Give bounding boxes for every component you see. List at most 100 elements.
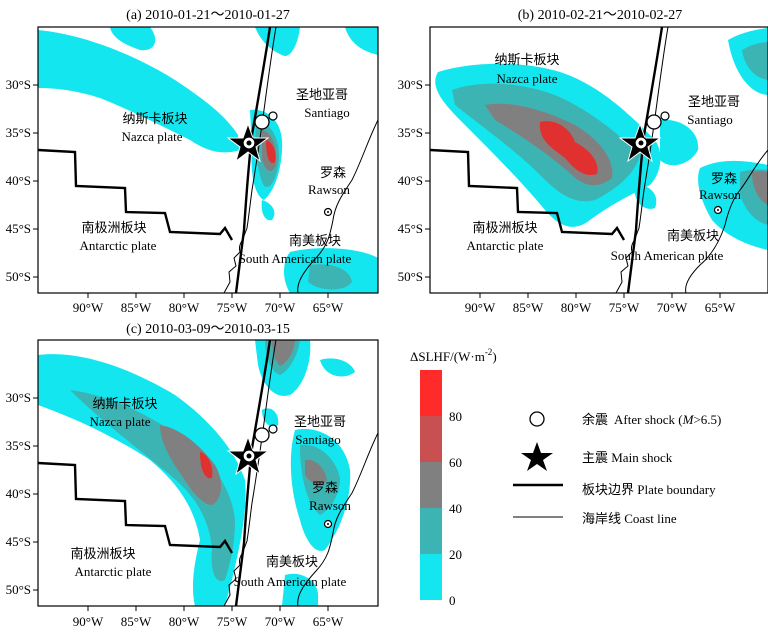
panel-a-lat-ticks: 30°S 35°S 40°S 45°S 50°S xyxy=(6,77,38,284)
lat-tick-label: 45°S xyxy=(6,221,31,236)
santiago-label-cn: 圣地亚哥 xyxy=(296,87,348,102)
santiago-label-en: Santiago xyxy=(687,112,733,127)
coast-line xyxy=(297,119,378,293)
rawson-label-en: Rawson xyxy=(309,498,351,513)
samerica-label-en: South American plate xyxy=(611,248,724,263)
antarctic-label-en: Antarctic plate xyxy=(80,238,157,253)
rawson-label-en: Rawson xyxy=(308,182,350,197)
panel-c-frame xyxy=(37,339,379,607)
colorbar-title-end: ) xyxy=(492,349,496,364)
coast-line xyxy=(223,27,277,293)
after-shock-marker xyxy=(254,114,270,130)
lat-tick-label: 35°S xyxy=(6,438,31,453)
lon-tick-label: 90°W xyxy=(73,300,104,315)
slhf-contour-60-80 xyxy=(200,452,213,479)
panel-c-title: (c) 2010-03-09～2010-03-15 xyxy=(126,322,290,337)
samerica-label-en: South American plate xyxy=(239,251,352,266)
colorbar-tick-label: 40 xyxy=(449,501,462,516)
lat-tick-label: 30°S xyxy=(6,390,31,405)
santiago-label-en: Santiago xyxy=(304,105,350,120)
panel-c-map xyxy=(38,340,378,606)
santiago-label-en: Santiago xyxy=(295,432,341,447)
lon-tick-label: 90°W xyxy=(465,300,496,315)
coast-line xyxy=(223,340,277,606)
antarctic-label-en: Antarctic plate xyxy=(75,564,152,579)
lon-tick-label: 65°W xyxy=(705,300,736,315)
santiago-label-cn: 圣地亚哥 xyxy=(688,94,740,109)
rawson-label-cn: 罗森 xyxy=(320,165,346,180)
nazca-label-cn: 纳斯卡板块 xyxy=(122,111,187,126)
after-shock-marker-dot xyxy=(246,453,252,459)
panel-b-frame xyxy=(429,26,768,294)
lat-tick-label: 40°S xyxy=(6,486,31,501)
slhf-contour-0-20 xyxy=(320,358,355,377)
santiago-marker xyxy=(660,111,670,121)
colorbar-tick-label: 0 xyxy=(449,593,456,608)
coast-line xyxy=(297,432,378,606)
slhf-contour-0-20 xyxy=(660,119,699,166)
lon-tick-label: 75°W xyxy=(217,300,248,315)
samerica-label-cn: 南美板块 xyxy=(667,228,719,243)
slhf-contour-40-60 xyxy=(160,425,222,505)
after-shock-marker xyxy=(254,427,270,443)
samerica-label-cn: 南美板块 xyxy=(289,233,341,248)
after-shock-marker-dot xyxy=(246,140,252,146)
panel-c-lon-ticks: 90°W 85°W 80°W 75°W 70°W 65°W xyxy=(73,606,344,629)
slhf-contour-40-60 xyxy=(305,459,327,485)
nazca-label-en: Nazca plate xyxy=(497,71,558,86)
slhf-contour-0-20 xyxy=(110,27,156,51)
lat-tick-label: 30°S xyxy=(398,77,423,92)
coast-line xyxy=(685,149,768,293)
lon-tick-label: 80°W xyxy=(169,614,200,629)
lon-tick-label: 85°W xyxy=(121,614,152,629)
antarctic-label-cn: 南极洲板块 xyxy=(70,546,135,561)
panel-b-lat-ticks: 30°S 35°S 40°S 45°S 50°S xyxy=(398,77,430,284)
after-shock-cn: 余震 xyxy=(582,412,608,427)
samerica-label-cn: 南美板块 xyxy=(266,554,318,569)
plate-boundary-line xyxy=(38,461,234,554)
lat-tick-label: 30°S xyxy=(6,77,31,92)
colorbar-tick-label: 80 xyxy=(449,409,462,424)
colorbar-segment-60-80 xyxy=(420,370,442,416)
after-shock-legend-icon xyxy=(529,411,545,427)
colorbar: ΔSLHF/(W·m-2) 80 60 40 20 0 xyxy=(410,347,497,608)
santiago-marker xyxy=(268,111,278,121)
rawson-label-cn: 罗森 xyxy=(711,171,737,186)
colorbar-tick-label: 20 xyxy=(449,547,462,562)
panel-a-frame xyxy=(37,26,379,294)
plate-boundary-line xyxy=(430,148,626,241)
panel-a-map xyxy=(38,27,378,293)
nazca-label-cn: 纳斯卡板块 xyxy=(494,52,559,67)
colorbar-tick-label: 60 xyxy=(449,455,462,470)
panel-c-lat-ticks: 30°S 35°S 40°S 45°S 50°S xyxy=(6,390,38,597)
colorbar-segment-0-20 xyxy=(420,554,442,600)
rawson-label-cn: 罗森 xyxy=(312,480,338,495)
slhf-contour-0-20 xyxy=(38,354,246,606)
lon-tick-label: 75°W xyxy=(217,614,248,629)
lon-tick-label: 90°W xyxy=(73,614,104,629)
lat-tick-label: 50°S xyxy=(6,269,31,284)
nazca-label-en: Nazca plate xyxy=(122,129,183,144)
slhf-contour-0-20 xyxy=(261,200,275,221)
slhf-contour-40-60 xyxy=(752,171,768,205)
panel-b-title: (b) 2010-02-21～2010-02-27 xyxy=(518,8,682,23)
colorbar-segment-20-40 xyxy=(420,508,442,554)
lat-tick-label: 45°S xyxy=(6,534,31,549)
slhf-contour-0-20 xyxy=(38,30,240,153)
slhf-contour-60-80 xyxy=(266,140,276,164)
slhf-contour-20-40 xyxy=(308,264,352,290)
after-shock-marker xyxy=(646,114,662,130)
main-shock-legend-label: 主震 Main shock xyxy=(582,450,673,465)
santiago-label-cn: 圣地亚哥 xyxy=(294,414,346,429)
panel-b: (b) 2010-02-21～2010-02-27 xyxy=(398,8,768,315)
main-shock-legend-icon xyxy=(521,442,553,471)
after-shock-legend-label: 余震 After shock (M>6.5) xyxy=(582,412,721,427)
lon-tick-label: 80°W xyxy=(561,300,592,315)
lon-tick-label: 70°W xyxy=(265,614,296,629)
slhf-contour-0-20 xyxy=(345,27,378,55)
panel-a-title: (a) 2010-01-21～2010-01-27 xyxy=(126,8,290,23)
lat-tick-label: 50°S xyxy=(398,269,423,284)
rawson-label-en: Rawson xyxy=(699,187,741,202)
lon-tick-label: 75°W xyxy=(609,300,640,315)
